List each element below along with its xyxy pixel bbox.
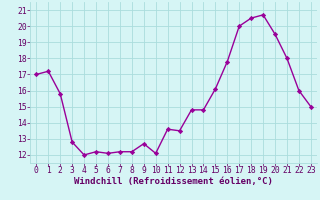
- X-axis label: Windchill (Refroidissement éolien,°C): Windchill (Refroidissement éolien,°C): [74, 177, 273, 186]
